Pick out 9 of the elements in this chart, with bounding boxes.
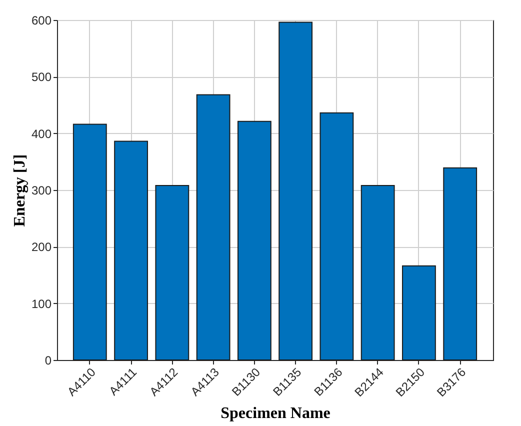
y-tick-label: 400 xyxy=(31,126,52,141)
y-tick-label: 300 xyxy=(31,184,52,198)
y-tick-label: 100 xyxy=(31,296,52,311)
y-axis-title: Energy [J] xyxy=(11,154,28,227)
y-tick-label: 600 xyxy=(31,14,52,28)
y-tick-label: 0 xyxy=(44,354,52,368)
x-axis-title: Specimen Name xyxy=(220,404,330,422)
y-tick-label: 200 xyxy=(31,240,52,254)
y-tick-label: 500 xyxy=(31,70,52,84)
